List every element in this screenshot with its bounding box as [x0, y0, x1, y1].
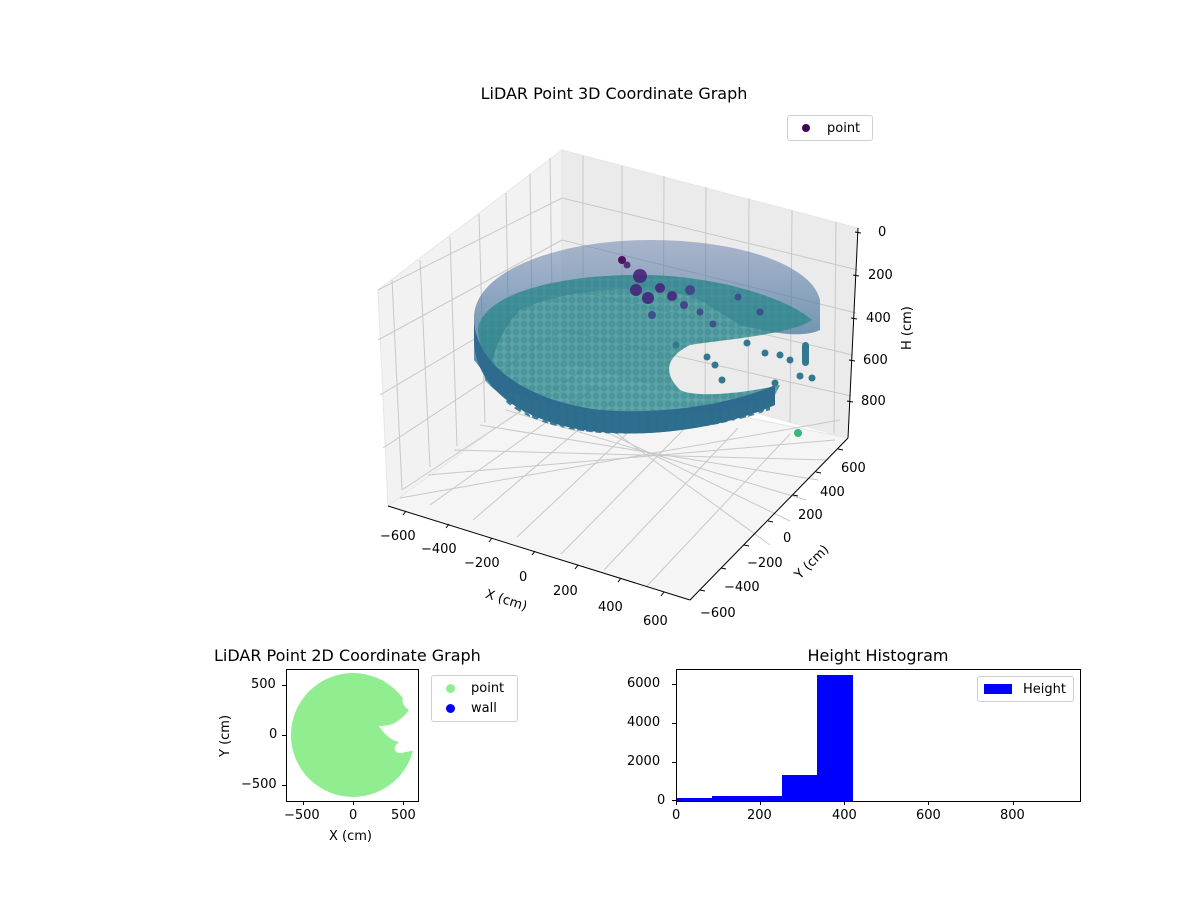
plot3d-ytick: −400 [724, 580, 760, 595]
legend-height-patch-icon [984, 684, 1012, 694]
plot3d-outlier-point [794, 429, 802, 437]
hist-xtick: 600 [916, 808, 941, 823]
plot3d-legend: point [787, 115, 873, 141]
plot2d-scatter [291, 673, 418, 797]
plot3d-canvas [377, 148, 862, 601]
plot2d-legend: point wall [431, 675, 518, 722]
plot3d-ytick: −200 [747, 556, 783, 571]
plot3d-xtick: 0 [519, 570, 528, 585]
legend-wall-label: wall [471, 700, 497, 716]
plot3d-ztick: 200 [868, 268, 893, 283]
plot3d-title: LiDAR Point 3D Coordinate Graph [480, 84, 748, 103]
plot2d-title: LiDAR Point 2D Coordinate Graph [214, 646, 481, 665]
plot3d-zlabel: H (cm) [900, 306, 915, 350]
plot3d-ztick: 800 [861, 394, 886, 409]
hist-ytick: 6000 [627, 676, 661, 691]
legend-wall-marker-icon [446, 703, 455, 713]
plot3d-xtick: 400 [598, 600, 623, 615]
plot3d-point-cloud [474, 240, 820, 437]
plot3d-xtick: −600 [380, 529, 416, 544]
hist-legend: Height [977, 676, 1074, 702]
hist-ytick: 2000 [627, 754, 661, 769]
hist-title: Height Histogram [807, 646, 949, 665]
plot3d-x-ticks [402, 510, 665, 597]
hist-bars [677, 675, 853, 801]
plot3d-xtick: −200 [464, 556, 500, 571]
plot2d-axes [286, 669, 419, 802]
plot3d-ztick: 0 [878, 225, 887, 240]
plot3d-ztick: 400 [866, 311, 891, 326]
plot3d-xtick: −400 [421, 542, 457, 557]
plot3d-y-ticks [699, 448, 844, 592]
plot2d-ytick: −500 [241, 777, 277, 792]
plot3d-ztick: 600 [863, 353, 888, 368]
plot2d-xtick: 500 [391, 808, 416, 823]
plot2d-xlabel: X (cm) [329, 829, 372, 844]
legend-point-marker-icon [802, 124, 810, 132]
hist-xtick: 800 [1000, 808, 1025, 823]
hist-xtick: 400 [832, 808, 857, 823]
legend-height-label: Height [1023, 681, 1066, 697]
plot2d-ytick: 500 [251, 677, 276, 692]
hist-ytick: 4000 [627, 715, 661, 730]
plot3d-ytick: 400 [820, 485, 845, 500]
plot2d-xtick: −500 [284, 808, 320, 823]
legend-point-label: point [471, 680, 505, 696]
hist-xtick: 0 [672, 808, 681, 823]
plot2d-ylabel: Y (cm) [218, 714, 233, 757]
plot3d-ytick: 200 [798, 508, 823, 523]
plot3d-z-ticks [846, 231, 862, 403]
hist-xtick: 200 [747, 808, 772, 823]
plot3d-ytick: 600 [841, 461, 866, 476]
plot2d-xtick: 0 [349, 808, 358, 823]
legend-point-label: point [827, 120, 861, 136]
legend-point-marker-icon [446, 683, 455, 693]
plot2d-ytick: 0 [269, 727, 278, 742]
hist-ytick: 0 [657, 793, 666, 808]
plot3d-ytick: −600 [700, 606, 736, 621]
plot3d-xtick: 200 [553, 584, 578, 599]
plot3d-axis-lines [387, 227, 859, 601]
plot3d-ytick: 0 [783, 531, 792, 546]
plot3d-xtick: 600 [643, 614, 668, 629]
